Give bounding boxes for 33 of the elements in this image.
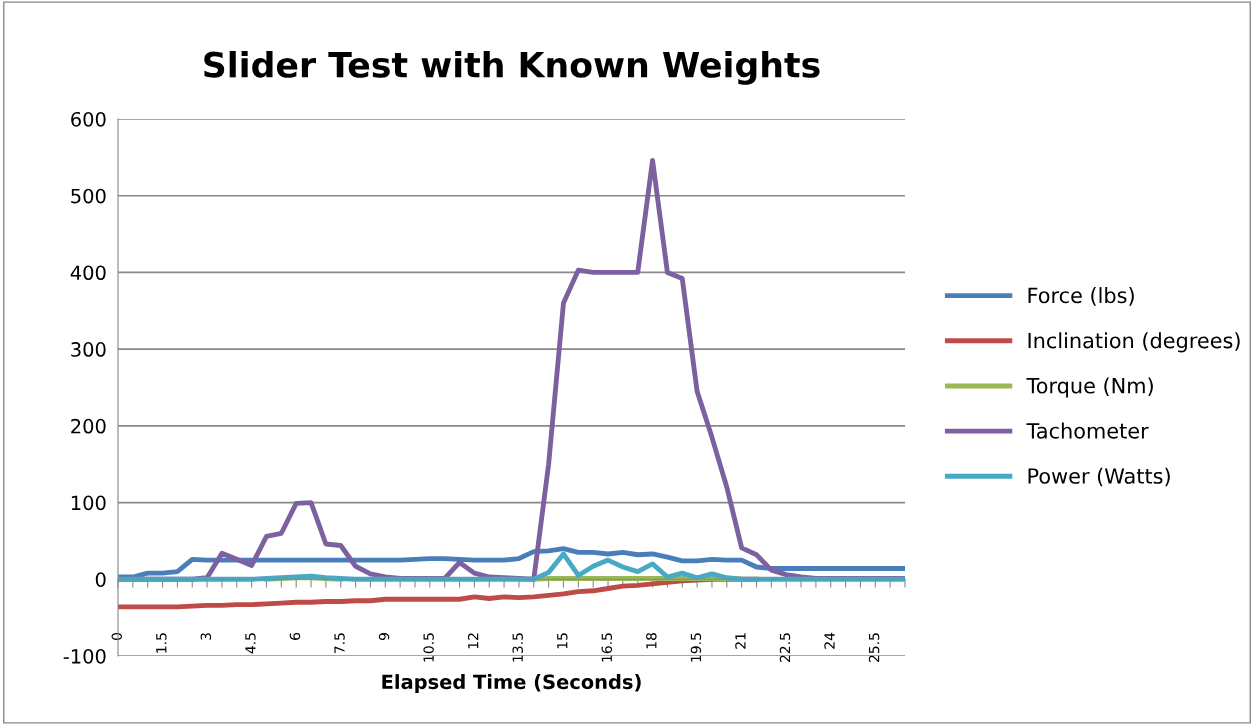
legend-label: Force (lbs) [1028,287,1134,306]
y-tick-label: -100 [63,648,106,664]
x-tick-label: 1.5 [156,633,167,653]
y-tick-label: 500 [71,188,106,204]
x-tick-label: 12 [467,633,479,649]
legend-label: Tachometer [1026,422,1149,439]
chart-title: Slider Test with Known Weights [204,50,820,85]
x-tick-label: 3 [200,633,212,640]
x-tick-label: 10.5 [423,633,434,662]
legend-label: Power (Watts) [1028,467,1170,487]
x-tick-label: 16.5 [601,633,613,662]
x-tick-label: 13.5 [512,633,523,662]
y-tick-label: 0 [95,572,106,587]
x-tick-label: 9 [378,633,390,641]
x-tick-label: 7.5 [334,633,345,654]
x-axis-title: Elapsed Time (Seconds) [382,674,641,693]
x-tick-label: 24 [824,632,835,649]
y-tick-label: 600 [71,111,106,127]
x-tick-label: 6 [289,632,301,640]
x-tick-label: 18 [646,633,657,649]
x-tick-label: 0 [111,632,123,640]
x-tick-label: 25.5 [868,633,880,662]
y-tick-label: 100 [71,495,106,511]
y-tick-label: 400 [70,265,106,281]
legend-label: Inclination (degrees) [1028,332,1240,353]
x-tick-label: 4.5 [245,633,256,654]
legend-label: Torque (Nm) [1026,377,1153,398]
y-tick-label: 200 [71,418,106,434]
x-tick-label: 22.5 [779,633,791,662]
x-tick-label: 15 [557,633,568,649]
x-tick-label: 21 [735,633,746,649]
y-tick-label: 300 [71,342,106,357]
x-tick-label: 19.5 [690,633,702,662]
